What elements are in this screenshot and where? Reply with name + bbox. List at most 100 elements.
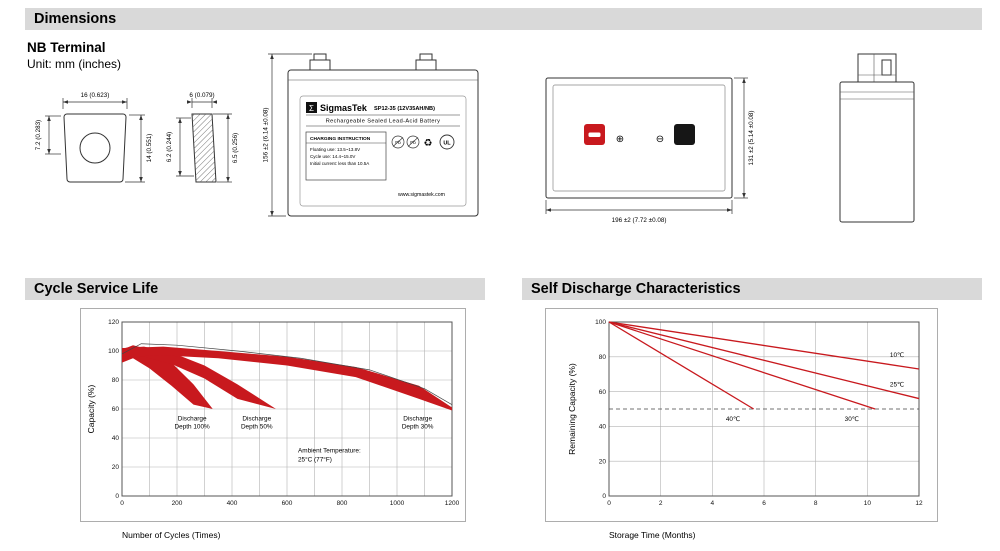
x-tick-label: 6	[762, 500, 766, 507]
dim-height-7-2: 7.2 (0.283)	[35, 115, 61, 155]
x-tick-label: 1200	[445, 500, 460, 507]
pb-icon-2-text: Pb	[410, 140, 416, 145]
dim-label-131: 131 ±2 (5.14 ±0.08)	[748, 111, 755, 166]
recycle-icon: ♻	[424, 138, 433, 149]
x-tick-label: 2	[659, 500, 663, 507]
dimensions-section-bar: Dimensions	[25, 8, 982, 30]
y-tick-label: 80	[599, 354, 607, 361]
x-tick-label: 600	[282, 500, 293, 507]
dimensions-title: Dimensions	[34, 11, 117, 27]
pb-icon-text: Pb	[395, 140, 401, 145]
top-outline	[545, 77, 733, 199]
series-label: 30℃	[845, 416, 859, 423]
band-label: Depth 30%	[402, 424, 434, 431]
cycle-band	[122, 346, 452, 411]
y-tick-label: 20	[599, 458, 607, 465]
y-tick-label: 80	[112, 377, 120, 384]
battery-top-view: ⊕ ⊖ 196 ±2 (7.72 ±0.08) 131 ±2 (5.14 ±0.…	[545, 77, 755, 224]
x-tick-label: 0	[607, 500, 611, 507]
discharge-line	[608, 321, 920, 370]
self-discharge-title: Self Discharge Characteristics	[531, 281, 741, 297]
charging-line-3: Initial current: less than 10.5A	[310, 161, 369, 166]
dim-label-7-2: 7.2 (0.283)	[35, 120, 42, 150]
brand-logo-glyph: Σ	[309, 104, 314, 113]
brand-logo	[306, 102, 317, 113]
self-chart-border	[545, 308, 938, 522]
minus-symbol: ⊖	[656, 134, 664, 145]
cycle-service-life-chart: Capacity (%) Number of Cycles (Times) 0 2…	[80, 308, 466, 540]
unit-note: Unit: mm (inches)	[27, 57, 122, 71]
pb-icon-2	[406, 135, 420, 149]
x-tick-label: 0	[120, 500, 124, 507]
discharge-line	[608, 321, 920, 400]
dim-height-156: 156 ±2 (6.14 ±0.08)	[263, 53, 312, 217]
y-tick-label: 0	[602, 493, 606, 500]
terminal-bracket	[857, 53, 897, 83]
y-tick-label: 100	[108, 348, 119, 355]
self-plot-area: 0 2 4 6 8 10 12 0 20 40 60 80 100 10℃ 25℃ 30℃ 40℃	[595, 319, 923, 507]
ul-icon-text: UL	[443, 141, 451, 147]
cycle-plot-area: 0 200 400 600 800 1000 1200 0 20 40 60 80 100 120 Disc…	[108, 319, 459, 507]
dim-label-196: 196 ±2 (7.72 ±0.08)	[612, 217, 667, 224]
cycle-x-axis-label: Number of Cycles (Times)	[122, 530, 221, 540]
ambient-annotation: Ambient Temperature:	[298, 448, 361, 455]
black-terminal	[674, 124, 695, 145]
nb-terminal-heading: NB Terminal	[27, 40, 106, 55]
dim-label-156: 156 ±2 (6.14 ±0.08)	[263, 108, 270, 163]
x-tick-label: 10	[864, 500, 872, 507]
terminal-front-drawing: 16 (0.623) 7.2 (0.283) 14 (0.551)	[35, 92, 153, 183]
charging-line-2: Cycle use: 14.4~15.0V	[310, 154, 355, 159]
terminal-hole	[79, 132, 111, 164]
series-label: 40℃	[726, 416, 740, 423]
plus-symbol: ⊕	[616, 134, 624, 145]
cycle-title: Cycle Service Life	[34, 281, 159, 297]
charging-line-1: Floating use: 13.5~13.8V	[310, 147, 360, 152]
side-body	[839, 81, 915, 223]
battery-side-view	[839, 53, 915, 223]
band-label: Discharge	[403, 416, 432, 423]
series-label: 25℃	[890, 381, 904, 388]
self-discharge-section-bar: Self Discharge Characteristics	[522, 278, 982, 300]
y-tick-label: 100	[595, 319, 606, 326]
terminal-posts	[309, 53, 437, 71]
y-tick-label: 60	[112, 406, 120, 413]
section-hatch	[192, 114, 216, 182]
dim-label-6-2: 6.2 (0.244)	[166, 132, 173, 162]
red-terminal-slot	[588, 132, 601, 137]
x-tick-label: 4	[711, 500, 715, 507]
model-text: SP12-35 (12V35AH/NB)	[374, 106, 435, 112]
charging-title: CHARGING INSTRUCTION	[310, 136, 371, 142]
y-tick-label: 0	[115, 493, 119, 500]
dim-width-6: 6 (0.079)	[187, 92, 217, 108]
dim-height-14: 14 (0.551)	[125, 114, 153, 183]
dim-width-16: 16 (0.623)	[62, 92, 128, 109]
website-text: www.sigmastek.com	[398, 192, 445, 198]
cycle-section-bar: Cycle Service Life	[25, 278, 485, 300]
terminal-section-drawing: 6 (0.079) 6.2 (0.244) 6.5 (0.256)	[166, 92, 239, 183]
battery-type-text: Rechargeable Sealed Lead-Acid Battery	[326, 119, 441, 125]
series-label: 10℃	[890, 352, 904, 359]
cycle-y-axis-label: Capacity (%)	[86, 385, 96, 434]
y-tick-label: 60	[599, 389, 607, 396]
pb-icon	[391, 135, 405, 149]
envelope-line	[121, 343, 453, 405]
x-tick-label: 200	[172, 500, 183, 507]
y-tick-label: 120	[108, 319, 119, 326]
dim-height-6-5: 6.5 (0.256)	[213, 113, 239, 183]
y-tick-label: 40	[599, 424, 607, 431]
ul-icon	[439, 134, 455, 150]
discharge-line	[608, 321, 876, 410]
dim-label-6: 6 (0.079)	[189, 92, 214, 99]
discharge-line	[608, 321, 755, 410]
top-inner-outline	[552, 84, 726, 192]
band-label: Depth 100%	[175, 424, 210, 431]
dim-label-14: 14 (0.551)	[146, 134, 153, 163]
x-tick-label: 1000	[390, 500, 405, 507]
label-icons: Pb Pb ♻ UL	[391, 134, 455, 150]
self-x-axis-label: Storage Time (Months)	[609, 530, 696, 540]
dim-label-6-5: 6.5 (0.256)	[232, 133, 239, 163]
self-y-axis-label: Remaining Capacity (%)	[567, 363, 577, 455]
cycle-band	[122, 346, 276, 409]
brand-name: SigmasTek	[320, 103, 368, 113]
